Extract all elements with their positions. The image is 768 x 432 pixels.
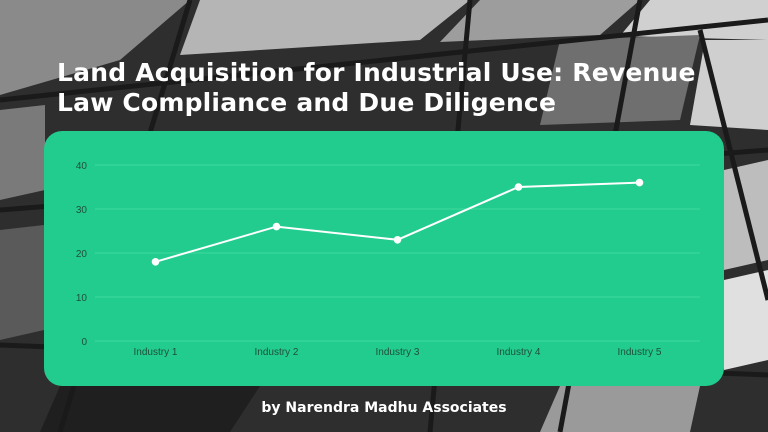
data-point (393, 236, 402, 244)
x-tick-label: Industry 4 (497, 347, 541, 358)
y-tick-label: 20 (76, 249, 88, 260)
chart-card: 0 10 20 30 40 Industry 1 Industry 2 Industry 3… (44, 131, 724, 386)
chart-grid (95, 164, 700, 342)
x-tick-label: Industry 5 (618, 347, 662, 358)
x-tick-label: Industry 2 (255, 347, 299, 358)
data-point (514, 183, 523, 191)
data-points (151, 178, 644, 266)
y-axis-ticks: 0 10 20 30 40 (76, 161, 88, 348)
series-line (155, 181, 640, 263)
data-point (151, 258, 160, 266)
x-axis-ticks: Industry 1 Industry 2 Industry 3 Industry 4… (134, 347, 662, 358)
byline: by Narendra Madhu Associates (261, 400, 507, 416)
line-chart: 0 10 20 30 40 Industry 1 Industry 2 Industry 3… (76, 161, 700, 358)
data-point (272, 222, 281, 231)
y-tick-label: 30 (76, 205, 88, 216)
data-point (635, 178, 644, 187)
y-tick-label: 40 (76, 161, 88, 172)
x-tick-label: Industry 3 (376, 347, 420, 358)
y-tick-label: 0 (81, 337, 87, 348)
page-title: Land Acquisition for Industrial Use: Rev… (57, 58, 696, 117)
x-tick-label: Industry 1 (134, 347, 178, 358)
y-tick-label: 10 (76, 293, 88, 304)
